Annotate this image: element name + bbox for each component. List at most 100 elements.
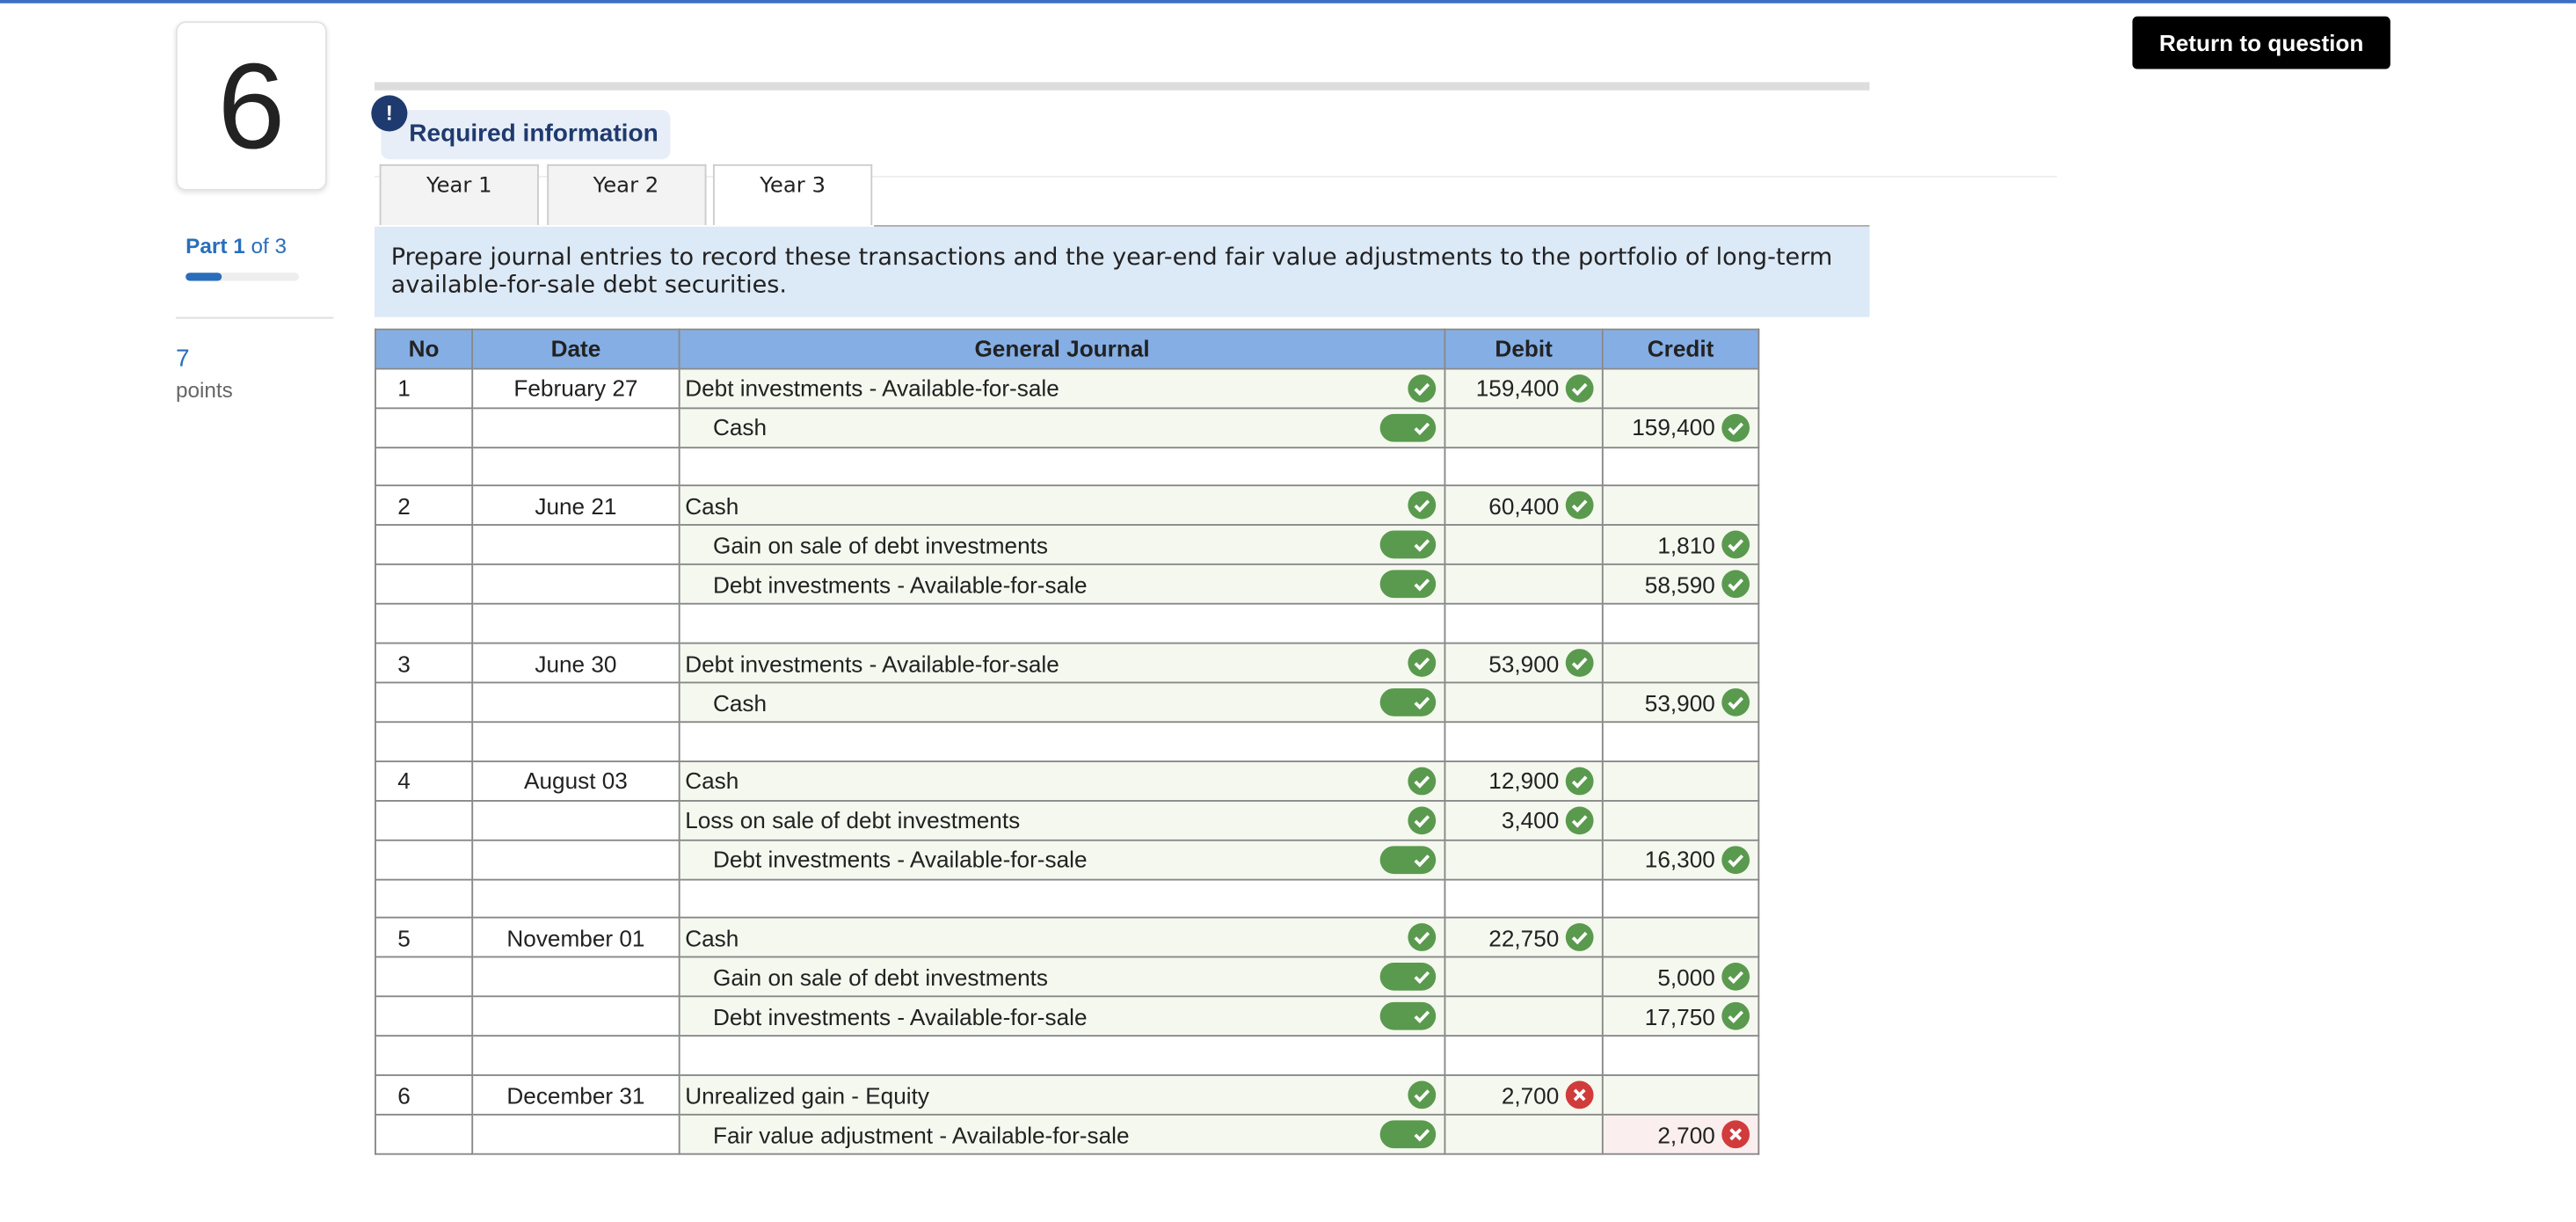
check-icon xyxy=(1721,1002,1750,1031)
journal-row: Debt investments - Available-for-sale 17,… xyxy=(375,996,1760,1037)
account-field[interactable]: Cash xyxy=(680,683,1444,721)
entry-date: August 03 xyxy=(471,760,680,802)
tab-line xyxy=(874,224,1870,227)
debit-field[interactable] xyxy=(1445,409,1602,447)
debit-field[interactable]: 12,900 xyxy=(1445,762,1602,800)
debit-field[interactable] xyxy=(1445,998,1602,1036)
account-field[interactable]: Cash xyxy=(680,919,1444,957)
account-field[interactable]: Debt investments - Available-for-sale xyxy=(680,998,1444,1036)
account-field[interactable]: Debt investments - Available-for-sale xyxy=(680,840,1444,878)
part-of: of 3 xyxy=(251,233,287,258)
check-icon xyxy=(1379,845,1437,874)
debit-cell: 2,700 xyxy=(1444,1074,1604,1117)
tab[interactable]: Year 3 xyxy=(712,164,873,225)
check-icon xyxy=(1379,413,1437,442)
credit-field[interactable] xyxy=(1604,1076,1758,1114)
credit-field[interactable] xyxy=(1604,644,1758,682)
check-icon xyxy=(1379,571,1437,599)
debit-cell xyxy=(1444,681,1604,724)
debit-field[interactable]: 3,400 xyxy=(1445,801,1602,839)
account-field[interactable]: Debt investments - Available-for-sale xyxy=(680,644,1444,682)
debit-field[interactable]: 159,400 xyxy=(1445,369,1602,407)
check-icon xyxy=(1408,374,1437,403)
account-field[interactable]: Debt investments - Available-for-sale xyxy=(680,565,1444,603)
account-field[interactable]: Cash xyxy=(680,409,1444,447)
credit-field[interactable]: 1,810 xyxy=(1604,527,1758,564)
entry-date xyxy=(471,839,680,881)
account-cell: Debt investments - Available-for-sale xyxy=(678,564,1446,606)
column-header: Debit xyxy=(1444,328,1604,369)
credit-field[interactable] xyxy=(1604,801,1758,839)
check-icon xyxy=(1408,806,1437,834)
return-button[interactable]: Return to question xyxy=(2132,16,2390,69)
credit-cell xyxy=(1601,1074,1760,1117)
debit-cell: 3,400 xyxy=(1444,799,1604,841)
credit-amount: 17,750 xyxy=(1644,1003,1715,1030)
account-name: Unrealized gain - Equity xyxy=(685,1081,929,1109)
debit-field[interactable]: 53,900 xyxy=(1445,644,1602,682)
account-cell: Cash xyxy=(678,681,1446,724)
blank-cell xyxy=(471,878,680,920)
points: 7 xyxy=(175,345,190,374)
debit-field[interactable] xyxy=(1445,1116,1602,1153)
account-cell: Fair value adjustment - Available-for-sa… xyxy=(678,1114,1446,1155)
account-name: Debt investments - Available-for-sale xyxy=(712,1003,1088,1030)
account-name: Gain on sale of debt investments xyxy=(712,532,1048,559)
debit-field[interactable] xyxy=(1445,683,1602,721)
credit-field[interactable] xyxy=(1604,369,1758,407)
account-field[interactable]: Gain on sale of debt investments xyxy=(680,527,1444,564)
entry-number: 1 xyxy=(375,367,474,409)
credit-field[interactable] xyxy=(1604,919,1758,957)
check-icon xyxy=(1408,491,1437,520)
account-field[interactable]: Cash xyxy=(680,762,1444,800)
instruction: Prepare journal entries to record these … xyxy=(375,226,1870,317)
check-icon xyxy=(1721,963,1750,992)
check-icon xyxy=(1721,531,1750,560)
debit-field[interactable] xyxy=(1445,527,1602,564)
credit-cell xyxy=(1601,367,1760,409)
account-field[interactable]: Fair value adjustment - Available-for-sa… xyxy=(680,1116,1444,1153)
credit-field[interactable]: 5,000 xyxy=(1604,958,1758,996)
tab[interactable]: Year 2 xyxy=(546,164,706,225)
check-icon xyxy=(1408,923,1437,952)
top-border xyxy=(0,0,2576,4)
account-field[interactable]: Unrealized gain - Equity xyxy=(680,1076,1444,1114)
credit-field[interactable] xyxy=(1604,487,1758,525)
account-cell: Gain on sale of debt investments xyxy=(678,957,1446,999)
journal-row: Debt investments - Available-for-sale 58,… xyxy=(375,564,1760,606)
debit-field[interactable]: 60,400 xyxy=(1445,487,1602,525)
check-icon xyxy=(1721,845,1750,874)
debit-field[interactable] xyxy=(1445,840,1602,878)
credit-cell xyxy=(1601,917,1760,959)
blank-cell xyxy=(1444,446,1604,487)
check-icon xyxy=(1565,767,1594,795)
credit-field[interactable]: 16,300 xyxy=(1604,840,1758,878)
tab[interactable]: Year 1 xyxy=(379,164,539,225)
credit-field[interactable]: 58,590 xyxy=(1604,565,1758,603)
blank-cell xyxy=(1601,721,1760,762)
debit-field[interactable] xyxy=(1445,565,1602,603)
credit-cell xyxy=(1601,484,1760,527)
debit-field[interactable] xyxy=(1445,958,1602,996)
credit-field[interactable]: 53,900 xyxy=(1604,683,1758,721)
column-header: Date xyxy=(471,328,680,369)
account-name: Gain on sale of debt investments xyxy=(712,964,1048,991)
required-info[interactable]: Required information xyxy=(381,110,671,160)
credit-field[interactable]: 159,400 xyxy=(1604,409,1758,447)
account-field[interactable]: Loss on sale of debt investments xyxy=(680,801,1444,839)
check-icon xyxy=(1379,1002,1437,1031)
credit-field[interactable]: 2,700 xyxy=(1604,1116,1758,1153)
credit-field[interactable] xyxy=(1604,762,1758,800)
entry-number: 5 xyxy=(375,917,474,959)
check-icon xyxy=(1565,923,1594,952)
debit-amount: 3,400 xyxy=(1501,806,1560,833)
debit-field[interactable]: 22,750 xyxy=(1445,919,1602,957)
credit-field[interactable]: 17,750 xyxy=(1604,998,1758,1036)
debit-field[interactable]: 2,700 xyxy=(1445,1076,1602,1114)
account-field[interactable]: Gain on sale of debt investments xyxy=(680,958,1444,996)
blank-cell xyxy=(471,1036,680,1077)
entry-number xyxy=(375,681,474,724)
account-field[interactable]: Cash xyxy=(680,487,1444,525)
account-field[interactable]: Debt investments - Available-for-sale xyxy=(680,369,1444,407)
blank-cell xyxy=(375,603,474,644)
